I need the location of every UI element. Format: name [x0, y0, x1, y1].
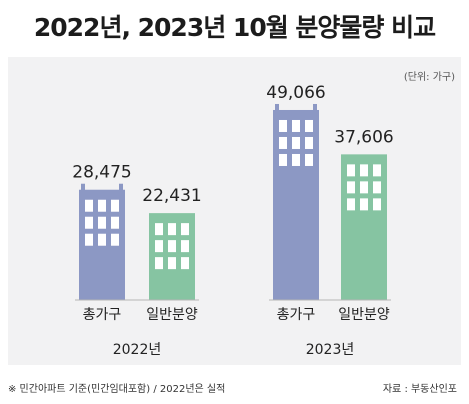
window [155, 257, 163, 270]
group-label: 2023년 [306, 342, 355, 358]
window [305, 136, 313, 149]
value-label: 28,475 [72, 163, 131, 183]
window [111, 199, 119, 212]
window [111, 216, 119, 229]
window [305, 119, 313, 132]
window [373, 198, 381, 211]
group-label: 2022년 [113, 342, 162, 358]
window [155, 223, 163, 236]
category-label: 일반분양 [338, 307, 390, 323]
roof-post-left [81, 183, 85, 191]
roof-post-right [119, 183, 123, 191]
bar-general-2 [341, 154, 387, 300]
window [98, 216, 106, 229]
window [168, 223, 176, 236]
window [360, 181, 368, 194]
window [155, 240, 163, 253]
window [279, 153, 287, 166]
footnote: ※ 민간아파트 기준(민간임대포함) / 2022년은 실적 [8, 384, 226, 395]
value-label: 22,431 [142, 186, 201, 206]
source-note: 자료 : 부동산인포 [382, 384, 457, 395]
window [181, 257, 189, 270]
window [168, 240, 176, 253]
window [292, 153, 300, 166]
value-label: 37,606 [334, 127, 393, 147]
window [292, 119, 300, 132]
category-label: 총가구 [277, 307, 316, 323]
window [279, 119, 287, 132]
window [292, 136, 300, 149]
roof-post-left [275, 103, 279, 111]
window [85, 216, 93, 229]
category-label: 일반분양 [146, 307, 198, 323]
category-label: 총가구 [83, 307, 122, 323]
window [373, 164, 381, 177]
window [181, 240, 189, 253]
value-label: 49,066 [266, 83, 325, 103]
window [373, 181, 381, 194]
window [181, 223, 189, 236]
window [98, 199, 106, 212]
window [85, 233, 93, 246]
window [305, 153, 313, 166]
window [360, 198, 368, 211]
window [279, 136, 287, 149]
window [168, 257, 176, 270]
window [347, 198, 355, 211]
window [347, 181, 355, 194]
window [347, 164, 355, 177]
chart-title: 2022년, 2023년 10월 분양물량 비교 [33, 13, 436, 42]
window [360, 164, 368, 177]
window [111, 233, 119, 246]
unit-label: (단위: 가구) [403, 72, 455, 83]
roof-post-right [313, 103, 317, 111]
window [85, 199, 93, 212]
window [98, 233, 106, 246]
